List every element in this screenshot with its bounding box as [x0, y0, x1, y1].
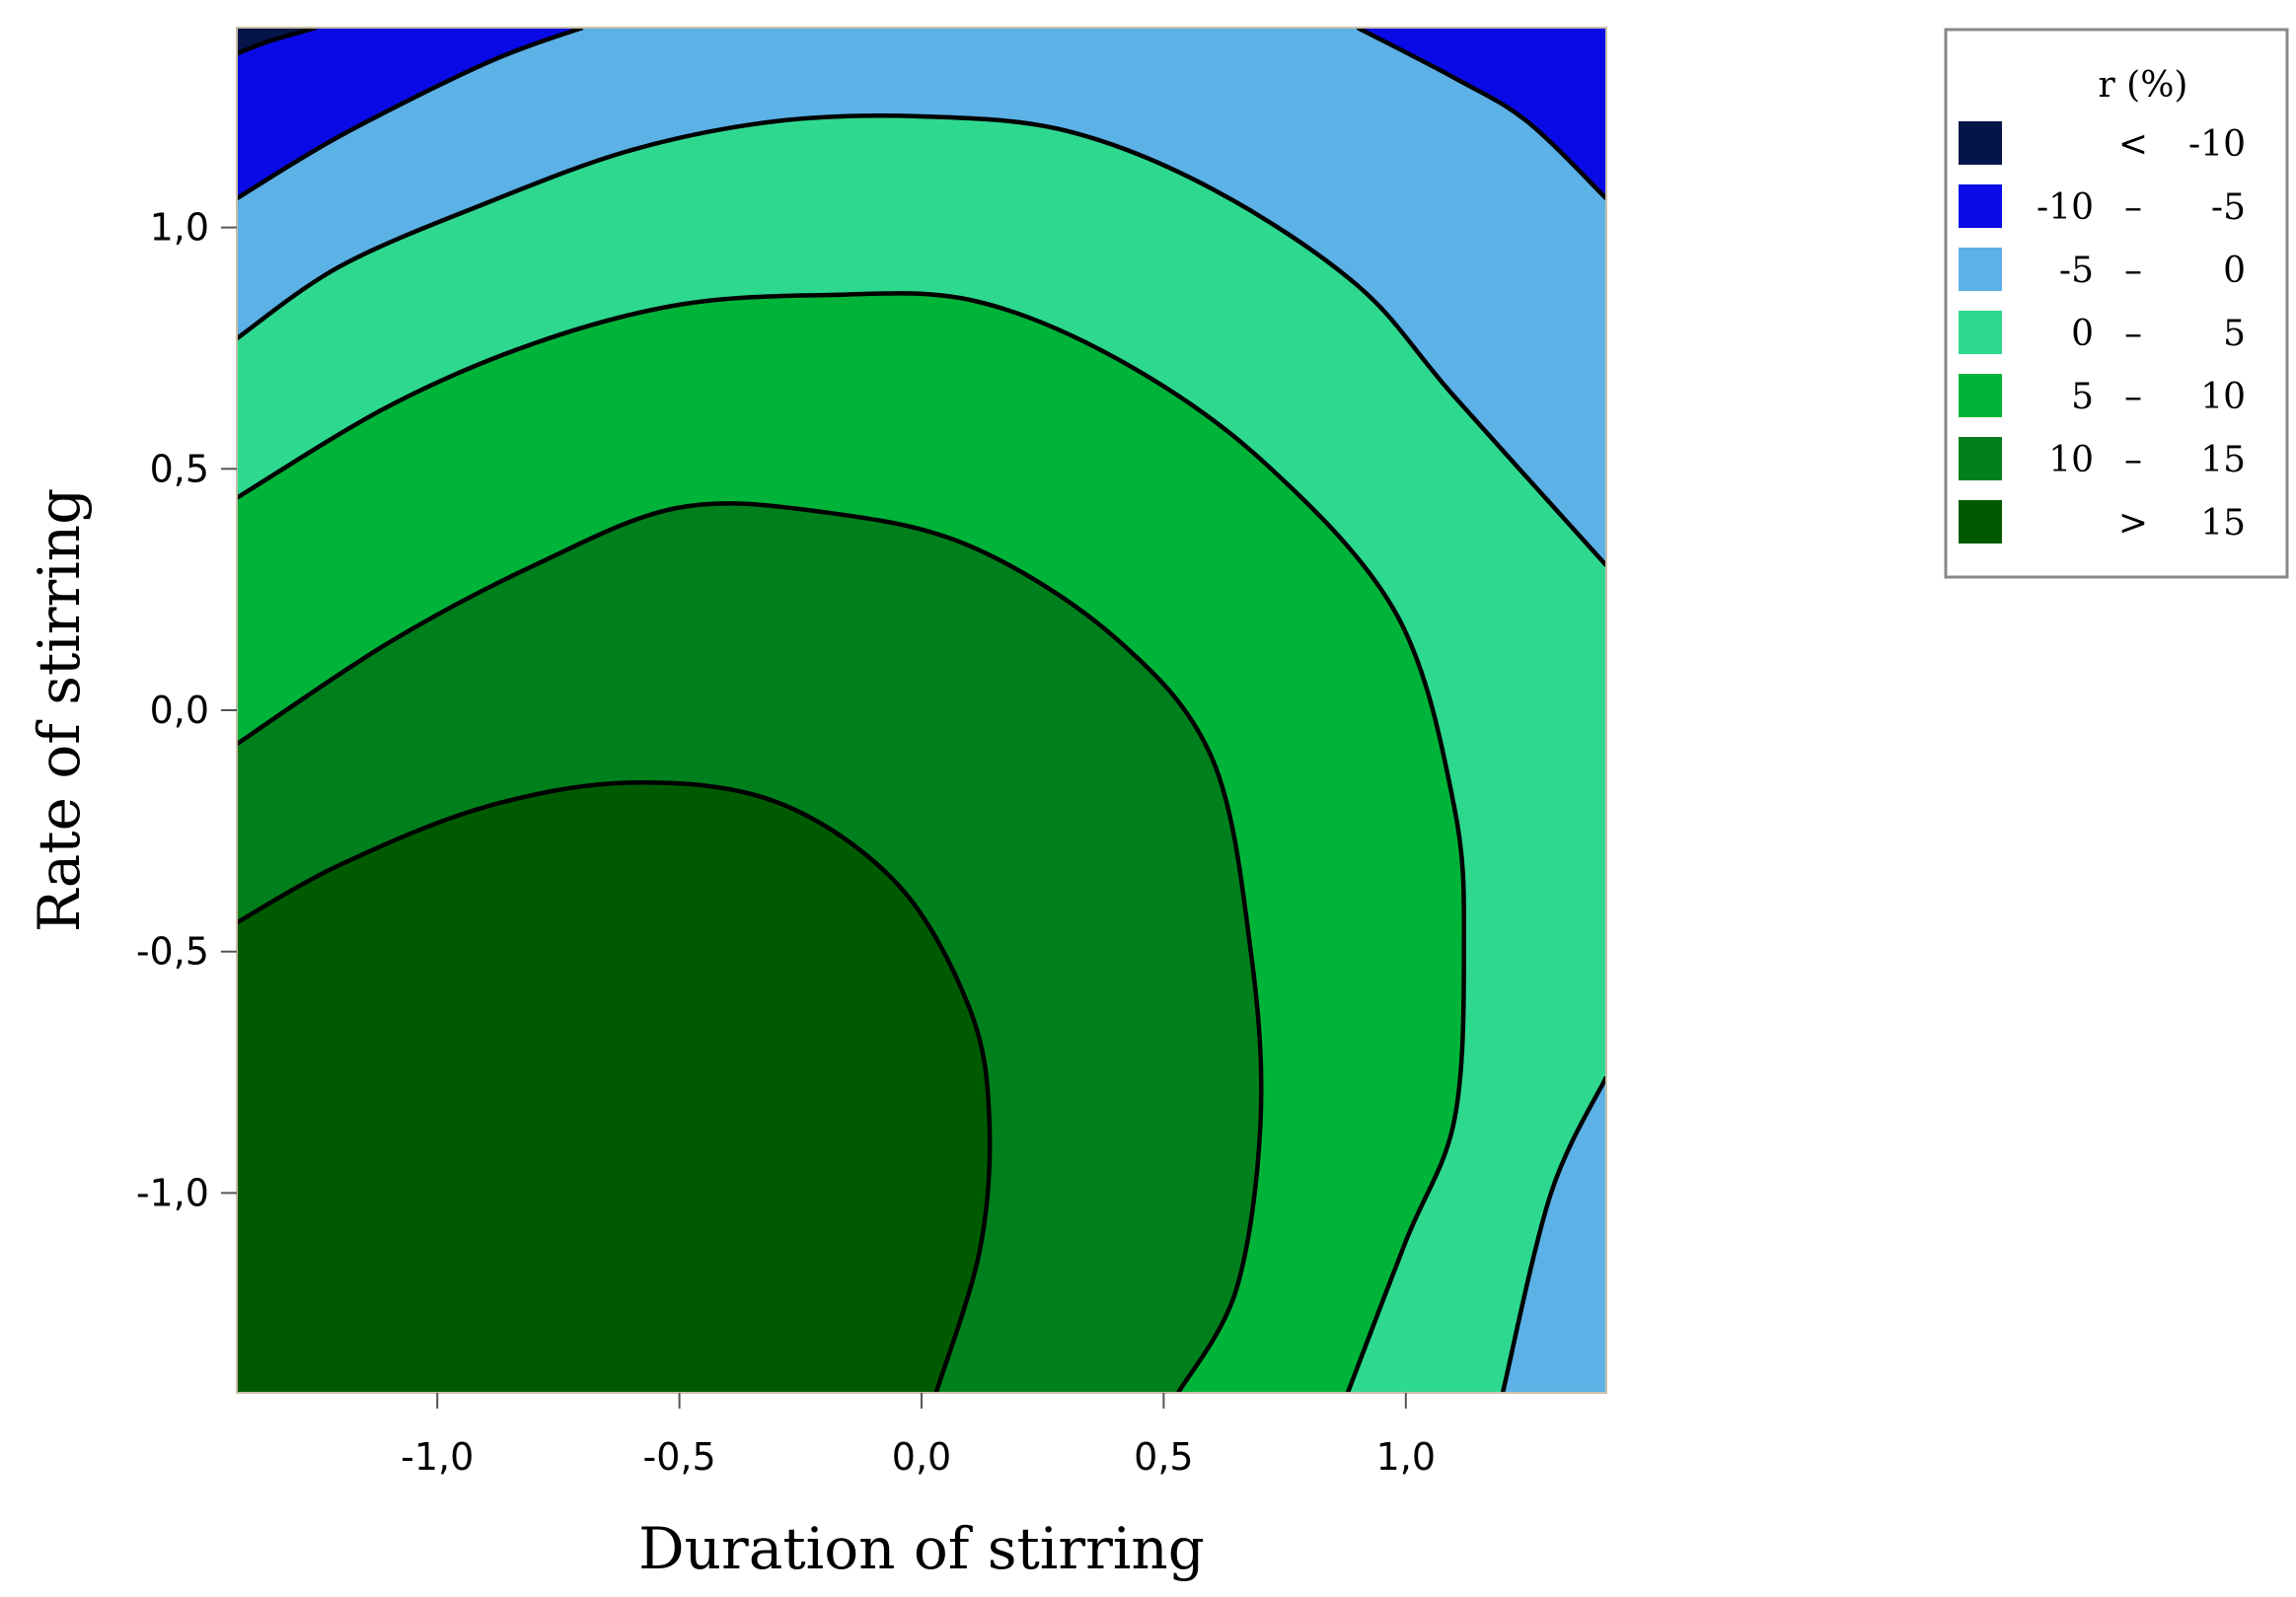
- region-minus10-to-minus5-right: [1357, 28, 1606, 199]
- legend-entry: < -10: [1959, 121, 2246, 165]
- legend-range-low: 0: [2071, 314, 2094, 354]
- region-minus5-to-0: [237, 28, 1606, 566]
- legend-title: r (%): [2099, 65, 2188, 106]
- legend-entry: -5– 0: [1959, 248, 2246, 291]
- x-tick-label: 1,0: [1376, 1435, 1436, 1479]
- contour-line-15: [237, 780, 993, 1393]
- x-tick-label: 0,5: [1134, 1435, 1193, 1479]
- legend-range-separator: –: [2124, 251, 2142, 291]
- legend-range-low: 5: [2071, 377, 2094, 417]
- legend-entry: 10– 15: [1959, 437, 2246, 480]
- legend-range-high: 15: [2200, 440, 2246, 480]
- contour-line-minus10: [237, 28, 318, 56]
- legend-swatch: [1959, 311, 2002, 354]
- x-axis: -1,0 -0,5 0,0 0,5 1,0 Duration of stirring: [401, 1393, 1436, 1582]
- legend-range-high: -5: [2211, 187, 2246, 228]
- legend-entry: >15: [1959, 500, 2246, 544]
- legend-range-low: -5: [2059, 251, 2094, 291]
- legend-range-separator: >: [2118, 503, 2148, 544]
- legend-entry: 5– 10: [1959, 374, 2246, 417]
- y-tick-label: 1,0: [150, 206, 209, 250]
- legend-range-high: 15: [2200, 503, 2246, 544]
- y-tick-label: 0,0: [150, 689, 209, 732]
- y-tick-label: -0,5: [136, 930, 209, 974]
- legend-range-high: 10: [2200, 377, 2246, 417]
- y-axis-title: Rate of stirring: [26, 488, 93, 933]
- legend-swatch: [1959, 184, 2002, 228]
- region-minus5-to-0-corner: [1503, 1076, 1606, 1393]
- x-tick-label: -0,5: [643, 1435, 716, 1479]
- region-0-to-5: [237, 28, 1606, 1393]
- plot-area: [236, 27, 1607, 1394]
- region-below-minus10: [237, 28, 317, 54]
- legend-range-separator: –: [2124, 377, 2142, 417]
- contour-line-minus5-left: [237, 28, 584, 201]
- legend-range-high: -10: [2188, 124, 2246, 165]
- x-axis-title: Duration of stirring: [638, 1515, 1205, 1582]
- legend-swatch: [1959, 374, 2002, 417]
- legend-swatch: [1959, 437, 2002, 480]
- legend-box: [1944, 28, 2289, 579]
- x-tick-label: 0,0: [892, 1435, 951, 1479]
- legend-entry: -10– -5: [1959, 184, 2246, 228]
- contour-line-0-main: [237, 113, 1606, 567]
- legend-swatch: [1959, 248, 2002, 291]
- contour-line-10: [237, 501, 1264, 1393]
- y-tick-label: 0,5: [150, 447, 209, 490]
- legend-entry: 0– 5: [1959, 311, 2246, 354]
- contour-line-0-corner: [1500, 1075, 1606, 1393]
- legend-range-low: -10: [2037, 187, 2094, 228]
- legend-range-high: 5: [2223, 314, 2246, 354]
- legend-range-separator: –: [2124, 440, 2142, 480]
- legend-range-separator: –: [2124, 187, 2142, 228]
- y-tick-label: -1,0: [136, 1171, 209, 1214]
- legend-range-high: 0: [2223, 251, 2246, 291]
- contour-line-5: [237, 291, 1467, 1393]
- region-minus10-to-minus5-left: [237, 28, 583, 199]
- contour-line-minus5-right: [1356, 28, 1606, 200]
- y-axis: -1,0 -0,5 0,0 0,5 1,0 Rate of stirring: [26, 206, 237, 1214]
- legend-range-separator: <: [2118, 124, 2148, 165]
- legend-swatch: [1959, 500, 2002, 544]
- x-tick-label: -1,0: [401, 1435, 474, 1479]
- legend-range-separator: –: [2124, 314, 2142, 354]
- legend-range-low: 10: [2048, 440, 2094, 480]
- legend-swatch: [1959, 121, 2002, 165]
